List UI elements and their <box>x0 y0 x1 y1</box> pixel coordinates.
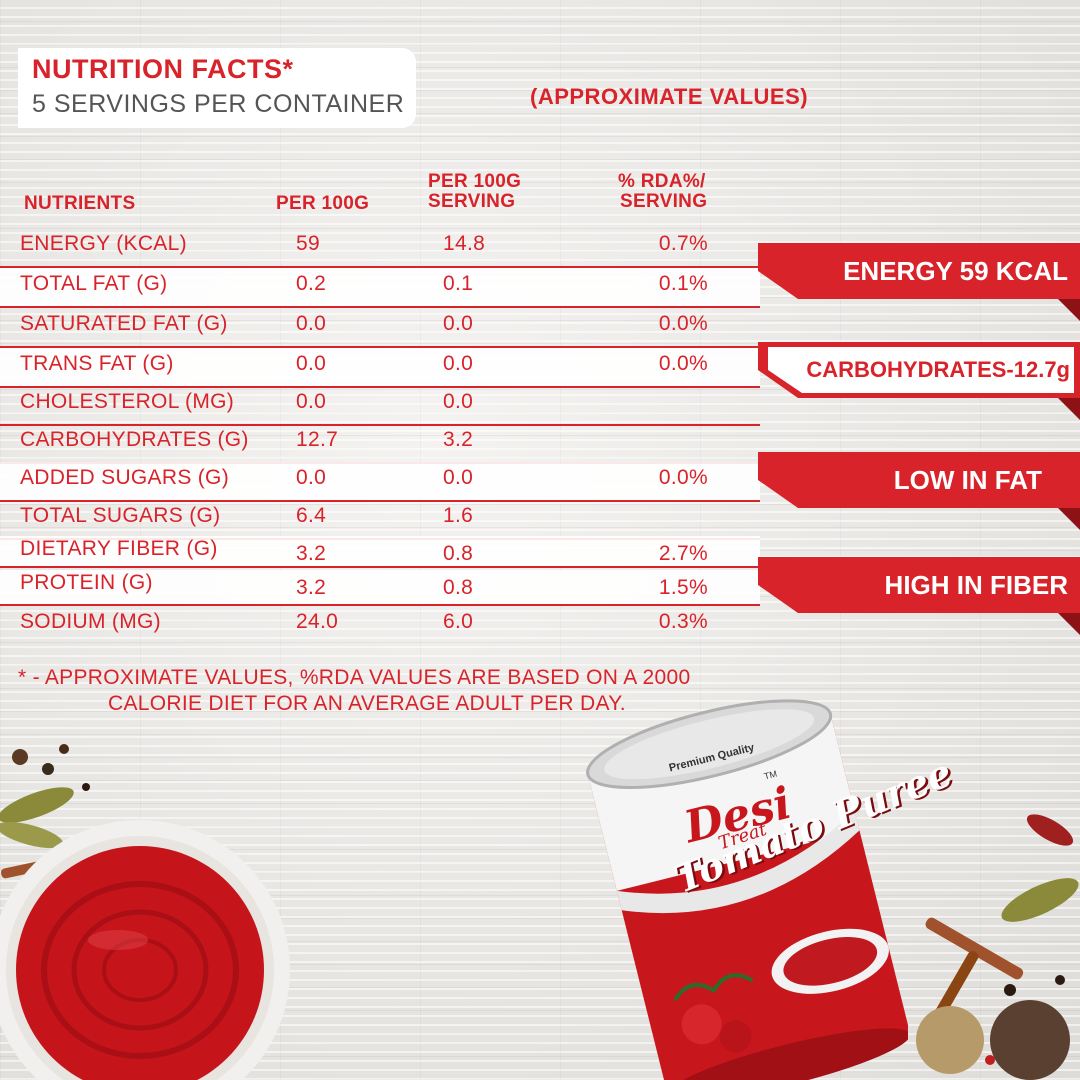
value-per-serving: 3.2 <box>443 428 474 451</box>
table-row: TOTAL SUGARS (G) 6.4 1.6 <box>0 500 760 540</box>
nutrient-name: CHOLESTEROL (MG) <box>20 390 235 413</box>
value-rda: 0.1% <box>658 272 708 295</box>
nutrient-name: CARBOHYDRATES (G) <box>20 428 249 451</box>
value-per-serving: 0.1 <box>443 272 474 295</box>
table-row: ENERGY (KCAL) 59 14.8 0.7% <box>0 228 760 268</box>
table-row: ADDED SUGARS (G) 0.0 0.0 0.0% <box>0 462 760 502</box>
spices-right-image <box>916 814 1079 1080</box>
table-row: SATURATED FAT (G) 0.0 0.0 0.0% <box>0 308 760 348</box>
value-per-100g: 0.0 <box>296 312 327 335</box>
value-per-serving: 0.0 <box>443 390 474 413</box>
footnote-line1: * - APPROXIMATE VALUES, %RDA VALUES ARE … <box>18 666 691 689</box>
banner-ribbon-shape <box>758 342 1080 420</box>
value-per-100g: 0.2 <box>296 272 327 295</box>
nutrient-name: PROTEIN (G) <box>20 571 153 594</box>
servings-per-container: 5 SERVINGS PER CONTAINER <box>32 90 405 118</box>
header-rda-line1: % RDA%/ <box>618 171 706 192</box>
value-per-serving: 1.6 <box>443 504 474 527</box>
banner-ribbon-shape <box>758 452 1080 530</box>
value-per-100g: 59 <box>296 232 320 255</box>
value-per-serving: 0.8 <box>443 576 474 599</box>
tomato-puree-bowl-image <box>0 820 290 1080</box>
value-per-100g: 3.2 <box>296 576 327 599</box>
nutrient-name: ADDED SUGARS (G) <box>20 466 229 489</box>
value-rda: 0.0% <box>658 352 708 375</box>
header-per-serving-line1: PER 100G <box>428 171 522 192</box>
approximate-values-label: (APPROXIMATE VALUES) <box>530 84 809 109</box>
table-row: DIETARY FIBER (G) 3.2 0.8 2.7% <box>0 536 760 568</box>
tomato-puree-can-image <box>586 699 908 1080</box>
value-rda: 0.0% <box>658 466 708 489</box>
value-per-serving: 0.0 <box>443 466 474 489</box>
banner-energy: ENERGY 59 KCAL <box>758 243 1080 321</box>
table-row: TRANS FAT (G) 0.0 0.0 0.0% <box>0 348 760 388</box>
banner-carbohydrates-text: CARBOHYDRATES-12.7g <box>806 357 1070 382</box>
banner-low-fat-text: LOW IN FAT <box>893 465 1042 495</box>
footnote-line2: CALORIE DIET FOR AN AVERAGE ADULT PER DA… <box>108 692 626 715</box>
page-title: NUTRITION FACTS* <box>32 54 294 84</box>
banner-high-fiber-text: HIGH IN FIBER <box>884 570 1068 600</box>
nutrient-name: SODIUM (MG) <box>20 610 161 633</box>
table-row: CHOLESTEROL (MG) 0.0 0.0 <box>0 386 760 426</box>
header-per-100g: PER 100G <box>276 193 370 214</box>
nutrient-name: DIETARY FIBER (G) <box>20 537 218 560</box>
table-row: PROTEIN (G) 3.2 0.8 1.5% <box>0 570 760 606</box>
nutrient-name: TOTAL SUGARS (G) <box>20 504 221 527</box>
value-per-100g: 3.2 <box>296 542 327 565</box>
banner-low-fat: LOW IN FAT <box>758 452 1080 530</box>
banner-energy-text: ENERGY 59 KCAL <box>843 256 1068 286</box>
nutrient-name: TRANS FAT (G) <box>20 352 174 375</box>
value-per-serving: 6.0 <box>443 610 474 633</box>
value-per-serving: 0.0 <box>443 352 474 375</box>
value-rda: 2.7% <box>658 542 708 565</box>
header-rda-line2: SERVING <box>620 191 708 212</box>
value-per-100g: 24.0 <box>296 610 339 633</box>
banner-ribbon-shape <box>758 557 1080 635</box>
value-per-100g: 6.4 <box>296 504 327 527</box>
value-rda: 0.7% <box>658 232 708 255</box>
value-per-serving: 14.8 <box>443 232 486 255</box>
nutrient-name: ENERGY (KCAL) <box>20 232 187 255</box>
header-nutrients: NUTRIENTS <box>24 193 136 214</box>
title-box: NUTRITION FACTS* 5 SERVINGS PER CONTAINE… <box>18 48 416 128</box>
value-per-serving: 0.0 <box>443 312 474 335</box>
value-rda: 1.5% <box>658 576 708 599</box>
value-per-serving: 0.8 <box>443 542 474 565</box>
nutrient-name: TOTAL FAT (G) <box>20 272 168 295</box>
value-per-100g: 0.0 <box>296 466 327 489</box>
value-per-100g: 0.0 <box>296 352 327 375</box>
value-rda: 0.0% <box>658 312 708 335</box>
banner-ribbon-shape <box>758 243 1080 321</box>
value-rda: 0.3% <box>658 610 708 633</box>
table-row: CARBOHYDRATES (G) 12.7 3.2 <box>0 424 760 464</box>
table-row: TOTAL FAT (G) 0.2 0.1 0.1% <box>0 268 760 308</box>
value-per-100g: 12.7 <box>296 428 339 451</box>
value-per-100g: 0.0 <box>296 390 327 413</box>
nutrient-name: SATURATED FAT (G) <box>20 312 228 335</box>
banner-carbohydrates: CARBOHYDRATES-12.7g <box>758 342 1080 420</box>
banner-high-fiber: HIGH IN FIBER <box>758 557 1080 635</box>
table-row: SODIUM (MG) 24.0 6.0 0.3% <box>0 606 760 644</box>
header-per-serving-line2: SERVING <box>428 191 516 212</box>
